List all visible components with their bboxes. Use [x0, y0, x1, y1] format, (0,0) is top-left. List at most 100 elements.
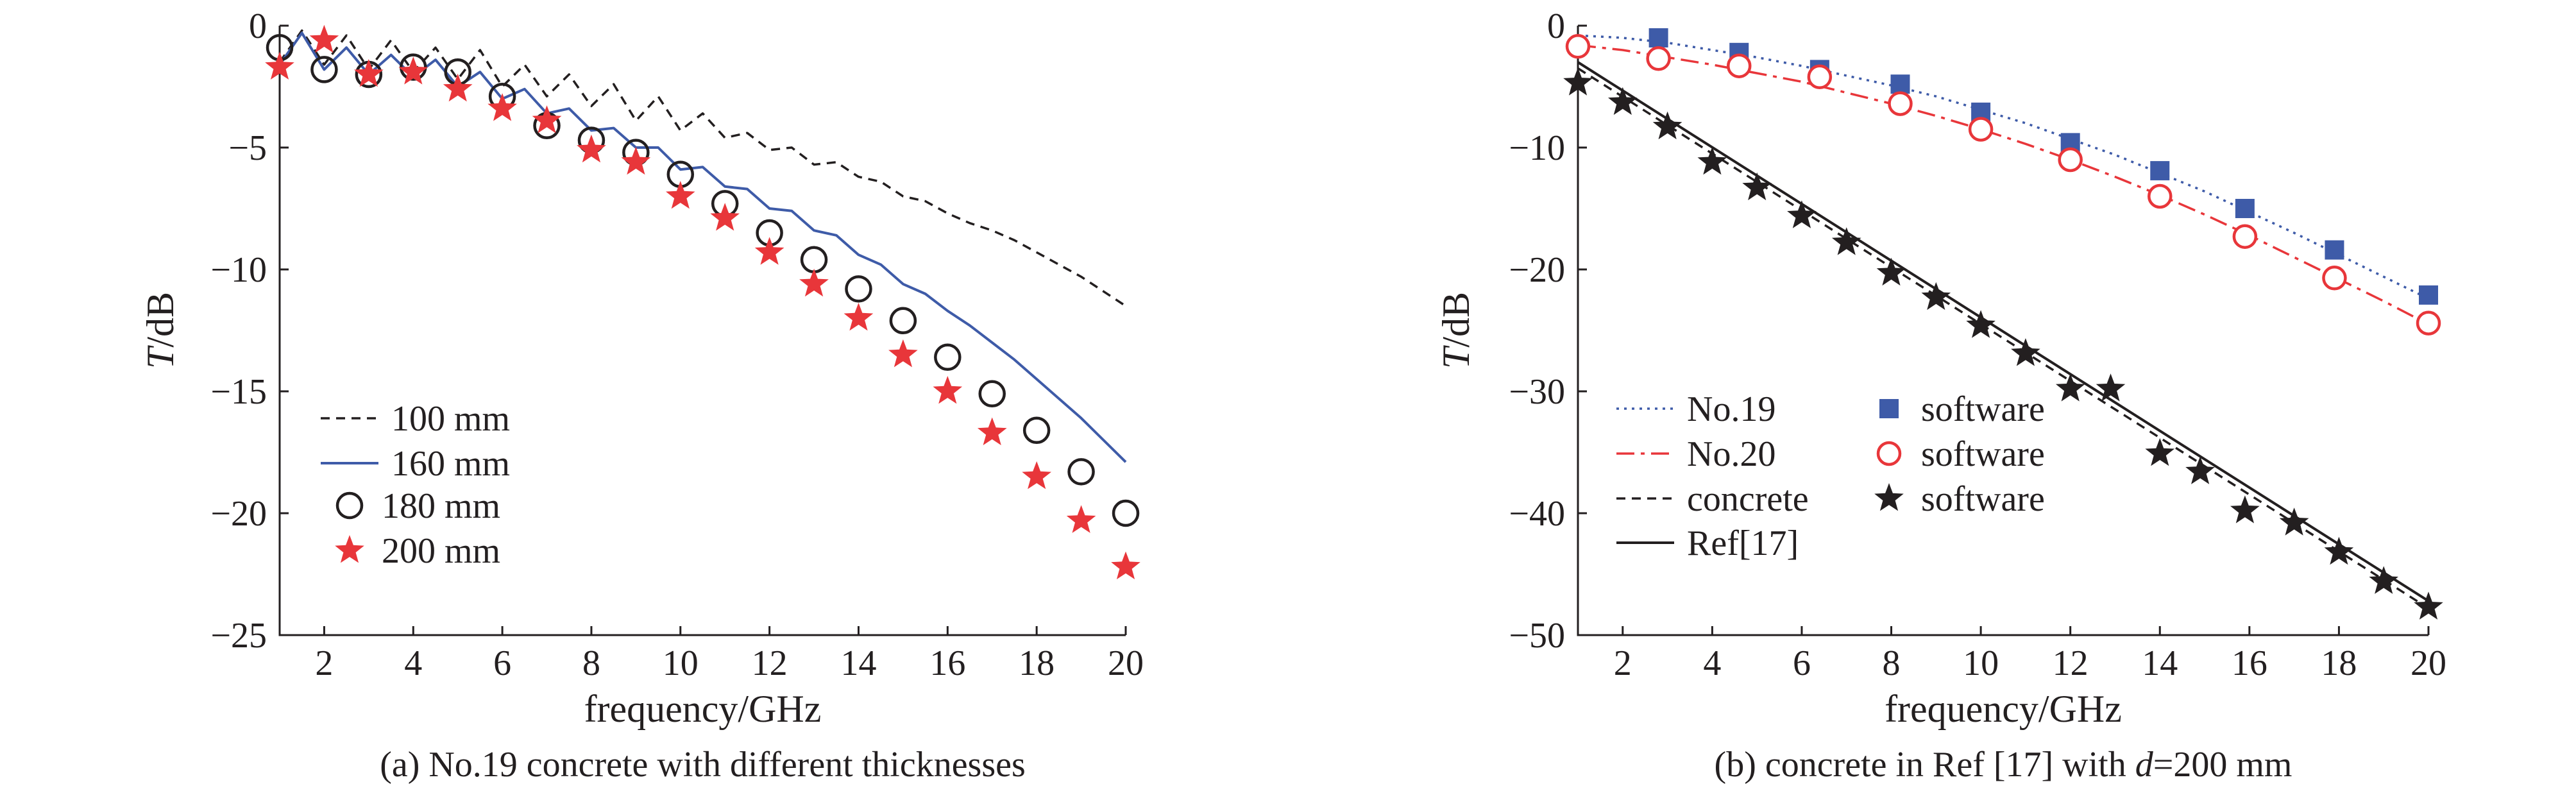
series-5-point	[1888, 91, 1913, 116]
x-tick-label: 18	[2321, 643, 2357, 683]
series-5-point	[1726, 53, 1752, 78]
legend-marker-swatch	[1876, 441, 1902, 466]
y-tick-label: 0	[1547, 6, 1565, 46]
y-tick-label: −15	[210, 372, 267, 412]
series-2-point	[978, 380, 1006, 408]
caption-text: =200 mm	[2153, 745, 2292, 785]
series-6-point	[2145, 438, 2175, 466]
series-3-point	[933, 376, 963, 404]
series-0-line	[278, 29, 1126, 307]
chart-caption: (b) concrete in Ref [17] with d=200 mm	[1715, 745, 2292, 785]
y-tick-label: −5	[228, 128, 267, 168]
x-tick-label: 20	[2411, 643, 2446, 683]
x-tick-label: 10	[1963, 643, 1999, 683]
series-3-point	[354, 59, 384, 87]
series-3-point	[487, 93, 517, 121]
y-axis-label: T/dB	[139, 292, 182, 369]
series-2-point	[845, 275, 872, 303]
series-2-point	[800, 246, 828, 274]
series-1-line	[278, 31, 1127, 463]
chart-panel-b: 2 4 6 8 10 12 14 16 18 20 0 −10 −20 −30 −40 −50 frequenc…	[1435, 6, 2446, 785]
x-tick-label: 18	[1019, 643, 1055, 683]
legend-label: concrete	[1687, 479, 1809, 519]
series-6-point	[2011, 338, 2040, 366]
series-6-point	[1697, 146, 1727, 175]
legend-label: 180 mm	[382, 486, 500, 526]
caption-text: (b) concrete in Ref [17] with	[1715, 745, 2135, 785]
series-6-point	[2414, 591, 2443, 620]
series-3-point	[977, 417, 1007, 445]
x-tick-label: 16	[2232, 643, 2267, 683]
series-4-point	[2235, 199, 2255, 218]
series-3-point	[443, 73, 473, 102]
series-6-point	[2185, 456, 2215, 484]
x-tick-label: 12	[752, 643, 788, 683]
series-2-point	[1022, 416, 1051, 445]
series-5-point	[1646, 46, 1671, 71]
series-5-point	[1807, 64, 1833, 90]
y-tick-label: −20	[1509, 250, 1565, 290]
series-2-point	[310, 56, 338, 83]
series-2-point	[934, 343, 962, 371]
series-3-point	[398, 56, 428, 85]
series-6-point	[2369, 566, 2398, 594]
legend-marker-swatch	[1874, 483, 1904, 511]
y-axis-unit: /dB	[139, 292, 182, 348]
series-6-point	[1742, 172, 1772, 201]
x-tick-label: 14	[2142, 643, 2178, 683]
series-3-point	[843, 303, 874, 331]
caption-variable: d	[2135, 745, 2154, 785]
y-tick-label: −50	[1509, 616, 1565, 656]
series-3-point	[621, 146, 651, 175]
series-5-point	[2416, 310, 2441, 336]
series-3-point	[754, 237, 784, 265]
series-5-point	[1565, 34, 1591, 59]
legend-marker-swatch	[335, 491, 364, 520]
chart-caption: (a) No.19 concrete with different thickn…	[380, 745, 1026, 785]
series-5-point	[2058, 147, 2083, 173]
series-3-point	[265, 51, 294, 80]
series-5-point	[2232, 224, 2258, 249]
series-3-point	[532, 105, 562, 133]
y-axis-unit: /dB	[1435, 292, 1477, 348]
y-tick-label: 0	[249, 6, 267, 46]
y-axis-label: T/dB	[1435, 292, 1477, 369]
series-2-point	[1112, 499, 1140, 527]
legend-label: software	[1921, 434, 2045, 474]
legend-label: Ref[17]	[1687, 523, 1799, 563]
legend-label: No.20	[1687, 434, 1775, 474]
series-3-point	[1111, 551, 1140, 579]
series-3-point	[888, 339, 918, 368]
series-5-point	[1968, 117, 1994, 142]
x-tick-label: 2	[1614, 643, 1632, 683]
x-tick-label: 2	[315, 643, 333, 683]
x-tick-label: 8	[582, 643, 600, 683]
series-3-point	[666, 181, 695, 209]
series-0-line	[1577, 34, 2429, 300]
x-axis-label: frequency/GHz	[1885, 688, 2122, 730]
x-tick-label: 12	[2053, 643, 2089, 683]
series-3-point	[710, 203, 740, 231]
legend-label: software	[1921, 389, 2045, 429]
series-2-point	[1067, 458, 1095, 486]
chart-panel-a: 2 4 6 8 10 12 14 16 18 20 0 −5 −10 −15 −20 −25 frequency…	[139, 6, 1144, 785]
series-4-point	[2419, 285, 2438, 305]
series-6-point	[2230, 495, 2260, 523]
y-axis-variable: T	[1435, 345, 1477, 369]
series-3-point	[1022, 461, 1051, 489]
series-6-point	[1921, 282, 1951, 310]
y-tick-label: −10	[210, 250, 267, 290]
x-tick-label: 8	[1883, 643, 1901, 683]
series-4-point	[1890, 74, 1910, 94]
series-4-point	[2150, 161, 2170, 181]
series-4-point	[2325, 240, 2344, 260]
series-5-point	[2148, 183, 2173, 209]
series-6-point	[1876, 257, 1906, 286]
series-3-line	[1577, 61, 2430, 602]
series-6-point	[1652, 111, 1682, 140]
series-5-point	[2322, 266, 2347, 291]
legend-label: 200 mm	[382, 531, 500, 571]
series-6-point	[2055, 373, 2085, 402]
series-6-point	[1563, 67, 1593, 96]
